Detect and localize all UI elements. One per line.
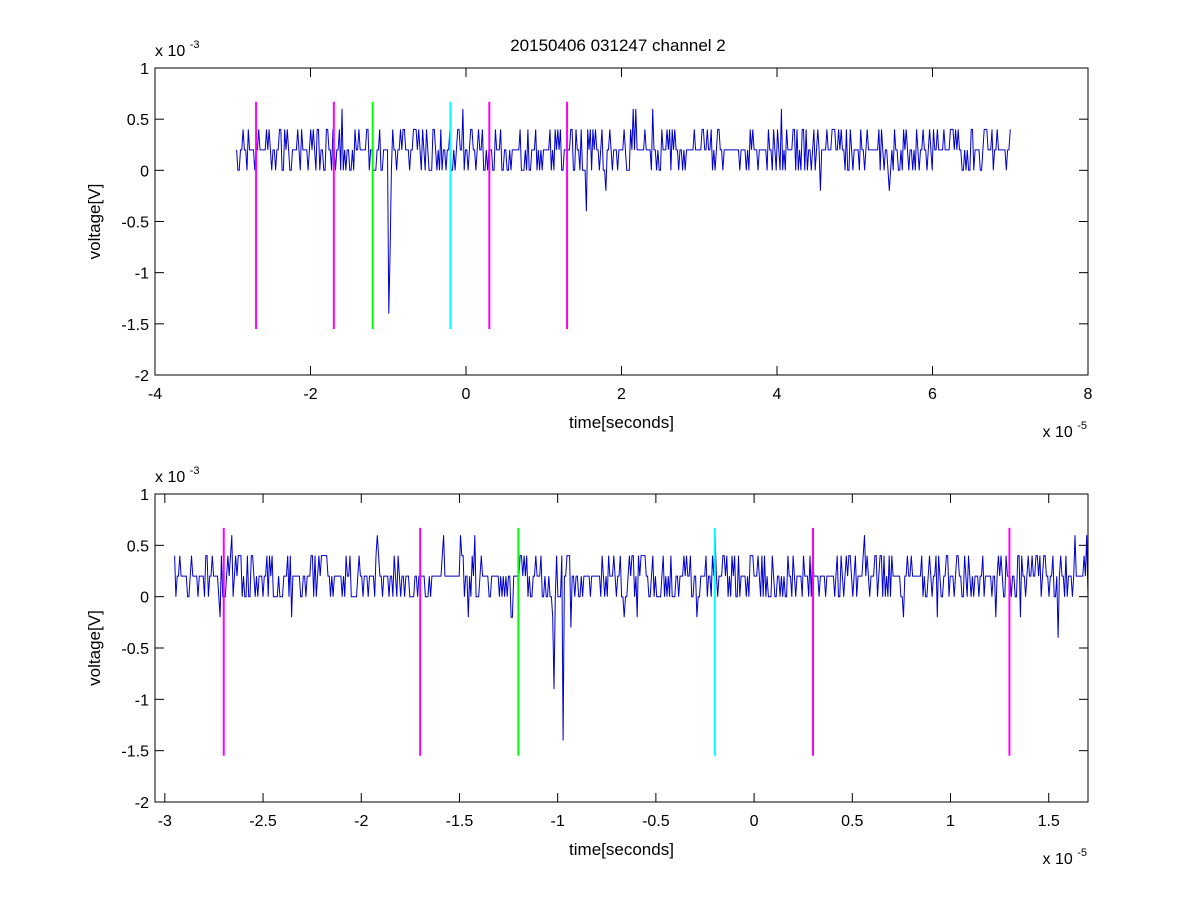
y-tick-label: -1	[135, 266, 149, 283]
x-tick-label: -1.5	[446, 813, 474, 830]
x-tick-label: -2	[354, 813, 368, 830]
x-tick-label: 1.5	[1038, 813, 1060, 830]
y-axis-label: voltage[V]	[85, 184, 104, 260]
x-tick-label: -4	[148, 386, 162, 403]
y-tick-label: -1.5	[121, 744, 149, 761]
y-axis-label: voltage[V]	[85, 610, 104, 686]
x-tick-label: -3	[158, 813, 172, 830]
y-tick-label: -2	[135, 368, 149, 385]
x-axis-label: time[seconds]	[569, 413, 674, 432]
x-tick-label: 1	[946, 813, 955, 830]
axes-bottom: -3 -2.5 -2 -1.5 -1 -0.5 0 0.5 1 1.5 -2 -1.5 -1 -0.5 0 0…	[85, 465, 1089, 868]
y-tick-label: 0	[140, 590, 149, 607]
x-tick-label: 0	[750, 813, 759, 830]
x-tick-label: -0.5	[642, 813, 670, 830]
y-tick-label: 1	[140, 61, 149, 78]
y-tick-label: -2	[135, 795, 149, 812]
figure-title: 20150406 031247 channel 2	[510, 36, 726, 55]
y-tick-label: 0.5	[127, 538, 149, 555]
y-tick-label: 1	[140, 487, 149, 504]
x-tick-label: 0	[462, 386, 471, 403]
axes-frame	[154, 493, 1089, 803]
axes-frame	[154, 67, 1089, 376]
x-tick-label: 6	[928, 386, 937, 403]
y-exponent-label: x 10 -3	[155, 465, 199, 486]
x-tick-label: 2	[617, 386, 626, 403]
signal-trace	[236, 108, 1011, 314]
x-tick-label: -2	[303, 386, 317, 403]
x-tick-label: 8	[1084, 386, 1093, 403]
x-exponent-label: x 10 -5	[1043, 847, 1087, 868]
y-tick-label: -1	[135, 692, 149, 709]
y-exponent-label: x 10 -3	[155, 39, 199, 60]
x-tick-label: -2.5	[249, 813, 277, 830]
x-tick-label: 0.5	[841, 813, 863, 830]
x-tick-label: 4	[773, 386, 782, 403]
x-tick-label: -1	[551, 813, 565, 830]
x-axis-label: time[seconds]	[569, 840, 674, 859]
y-tick-label: -1.5	[121, 317, 149, 334]
x-exponent-label: x 10 -5	[1043, 420, 1087, 441]
y-tick-label: 0.5	[127, 112, 149, 129]
y-tick-label: 0	[140, 163, 149, 180]
axes-top: -4 -2 0 2 4 6 8-2-1.5-1-0.500.51time[seconds]v…	[85, 39, 1093, 441]
signal-trace	[174, 535, 1089, 741]
y-tick-label: -0.5	[121, 641, 149, 658]
y-tick-label: -0.5	[121, 215, 149, 232]
